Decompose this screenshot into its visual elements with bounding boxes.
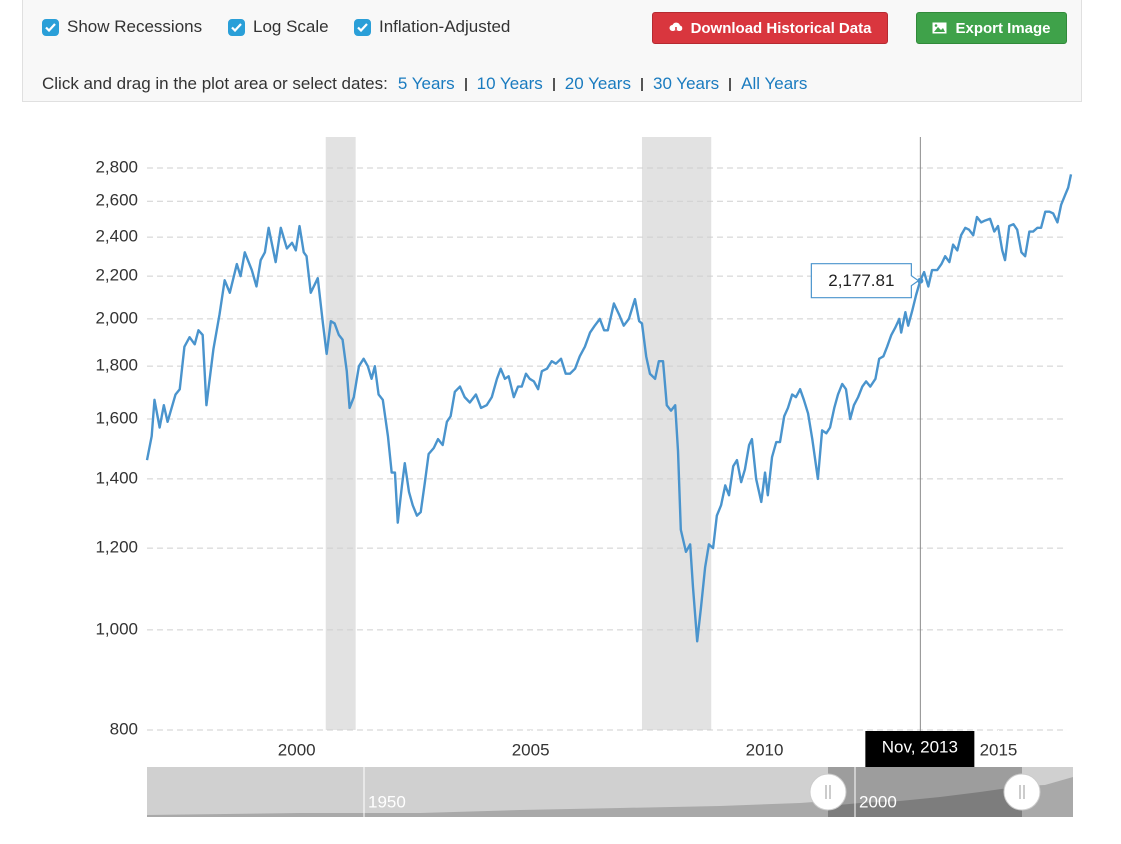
checkbox-box[interactable] <box>228 18 245 36</box>
navigator-handle[interactable] <box>1003 773 1041 811</box>
x-tick-label: 2000 <box>278 740 316 759</box>
separator <box>552 77 555 91</box>
y-tick-label: 800 <box>110 719 138 738</box>
checkbox-label[interactable]: Inflation-Adjusted <box>379 17 511 36</box>
y-tick-label: 2,200 <box>95 266 138 285</box>
range-link[interactable]: 20 Years <box>564 74 631 93</box>
checkbox-box[interactable] <box>42 18 59 36</box>
checkbox[interactable]: Log Scale <box>228 17 329 37</box>
navigator-area <box>828 786 1022 817</box>
navigator-label: 2000 <box>859 792 897 811</box>
y-tick-label: 2,600 <box>95 191 138 210</box>
recession-band <box>325 137 356 730</box>
download-button[interactable]: Download Historical Data <box>652 12 888 44</box>
x-tick-label: 2005 <box>512 740 550 759</box>
y-tick-label: 1,000 <box>95 619 138 638</box>
download-icon <box>669 22 682 34</box>
image-icon <box>932 22 947 34</box>
checkbox[interactable]: Show Recessions <box>42 17 202 37</box>
y-tick-label: 1,800 <box>95 356 138 375</box>
button-label[interactable]: Export Image <box>955 19 1051 37</box>
button-label[interactable]: Download Historical Data <box>690 19 872 37</box>
checkbox-label[interactable]: Show Recessions <box>67 17 203 36</box>
checkbox-label[interactable]: Log Scale <box>253 17 329 36</box>
range-prompt: Click and drag in the plot area or selec… <box>42 74 388 93</box>
date-label-box <box>865 731 975 767</box>
control-panel: Show Recessions Log Scale Inflation-Adju… <box>22 0 1082 102</box>
range-link[interactable]: 30 Years <box>652 74 720 93</box>
checkbox-box[interactable] <box>354 18 371 36</box>
tooltip-value: 2,177.81 <box>828 271 894 290</box>
y-tick-label: 2,800 <box>95 157 138 176</box>
y-tick-label: 1,600 <box>95 409 138 428</box>
range-link[interactable]: 5 Years <box>397 74 455 93</box>
navigator-handle[interactable] <box>809 773 847 811</box>
separator <box>464 77 467 91</box>
y-tick-label: 2,400 <box>95 227 138 246</box>
date-label: Nov, 2013 <box>882 737 958 756</box>
tooltip-box <box>810 263 920 299</box>
data-line <box>145 174 1073 643</box>
export-button[interactable]: Export Image <box>916 12 1067 44</box>
separator <box>729 77 732 91</box>
y-tick-label: 1,200 <box>95 538 138 557</box>
navigator: 1950 2000 <box>147 767 1073 817</box>
navigator-area <box>147 801 828 817</box>
date-range-selector: Click and drag in the plot area or selec… <box>42 74 811 94</box>
checkbox[interactable]: Inflation-Adjusted <box>354 17 510 37</box>
hover-marker <box>917 277 924 284</box>
navigator-label: 1950 <box>368 792 406 811</box>
x-tick-label: 2015 <box>980 740 1018 759</box>
range-link[interactable]: 10 Years <box>476 74 543 93</box>
y-tick-label: 2,000 <box>95 308 138 327</box>
separator <box>640 77 643 91</box>
range-link[interactable]: All Years <box>741 74 808 93</box>
x-tick-label: 2010 <box>746 740 784 759</box>
y-tick-label: 1,400 <box>95 468 138 487</box>
